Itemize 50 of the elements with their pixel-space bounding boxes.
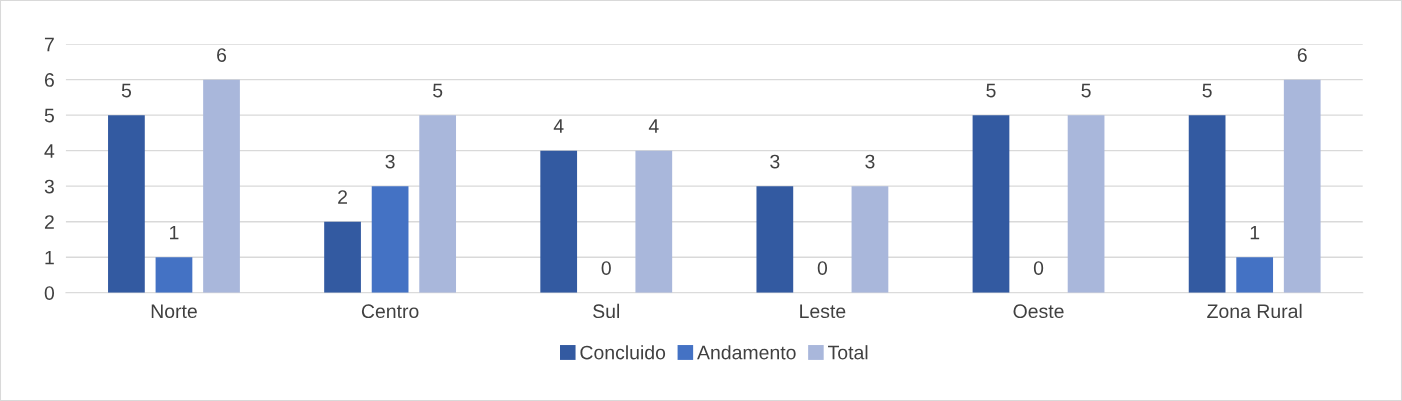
data-label: 0 [817,261,828,275]
data-label: 5 [986,83,996,98]
bar [756,186,794,293]
bar [155,257,193,293]
data-label: 1 [1250,225,1260,240]
y-tick-label: 6 [44,73,54,87]
data-label: 4 [553,119,564,133]
data-label: 0 [1033,261,1044,275]
bar [635,150,673,293]
x-tick-label: Leste [800,304,846,319]
data-label: 6 [1297,48,1307,62]
bar [371,186,409,293]
x-tick-label: Zona Rural [1207,303,1302,319]
bar [108,115,145,293]
bar [1283,79,1321,293]
x-tick-label: Norte [151,304,197,319]
legend-label: Andamento [697,345,796,360]
data-label: 0 [601,261,611,275]
y-tick-label: 4 [44,144,55,158]
bar [540,150,578,293]
y-tick-label: 1 [45,250,54,265]
data-label: 5 [1081,83,1091,98]
data-label: 3 [865,154,875,169]
data-label: 4 [648,119,659,133]
data-label: 5 [1202,83,1212,98]
data-label: 5 [433,83,443,98]
bar [1188,115,1226,293]
data-label: 2 [338,190,347,204]
y-tick-label: 3 [44,179,54,194]
data-label: 3 [770,154,780,169]
bar [419,115,457,293]
data-label: 6 [217,48,227,62]
y-tick-label: 5 [44,108,54,123]
bar [203,79,240,293]
data-label: 5 [121,83,132,98]
legend-label: Total [828,345,868,360]
bar [851,186,889,293]
x-tick-label: Centro [361,304,419,319]
data-label: 3 [385,154,395,169]
y-tick-label: 2 [44,215,54,229]
bar [324,221,361,293]
legend-label: Concluido [580,345,666,360]
x-tick-label: Sul [593,303,619,319]
y-tick-label: 0 [44,286,55,300]
bar [1067,115,1105,293]
x-tick-label: Oeste [1013,304,1064,319]
y-tick-label: 7 [44,37,54,52]
bar [1236,257,1274,293]
data-label: 1 [170,225,179,240]
bar [972,115,1010,293]
